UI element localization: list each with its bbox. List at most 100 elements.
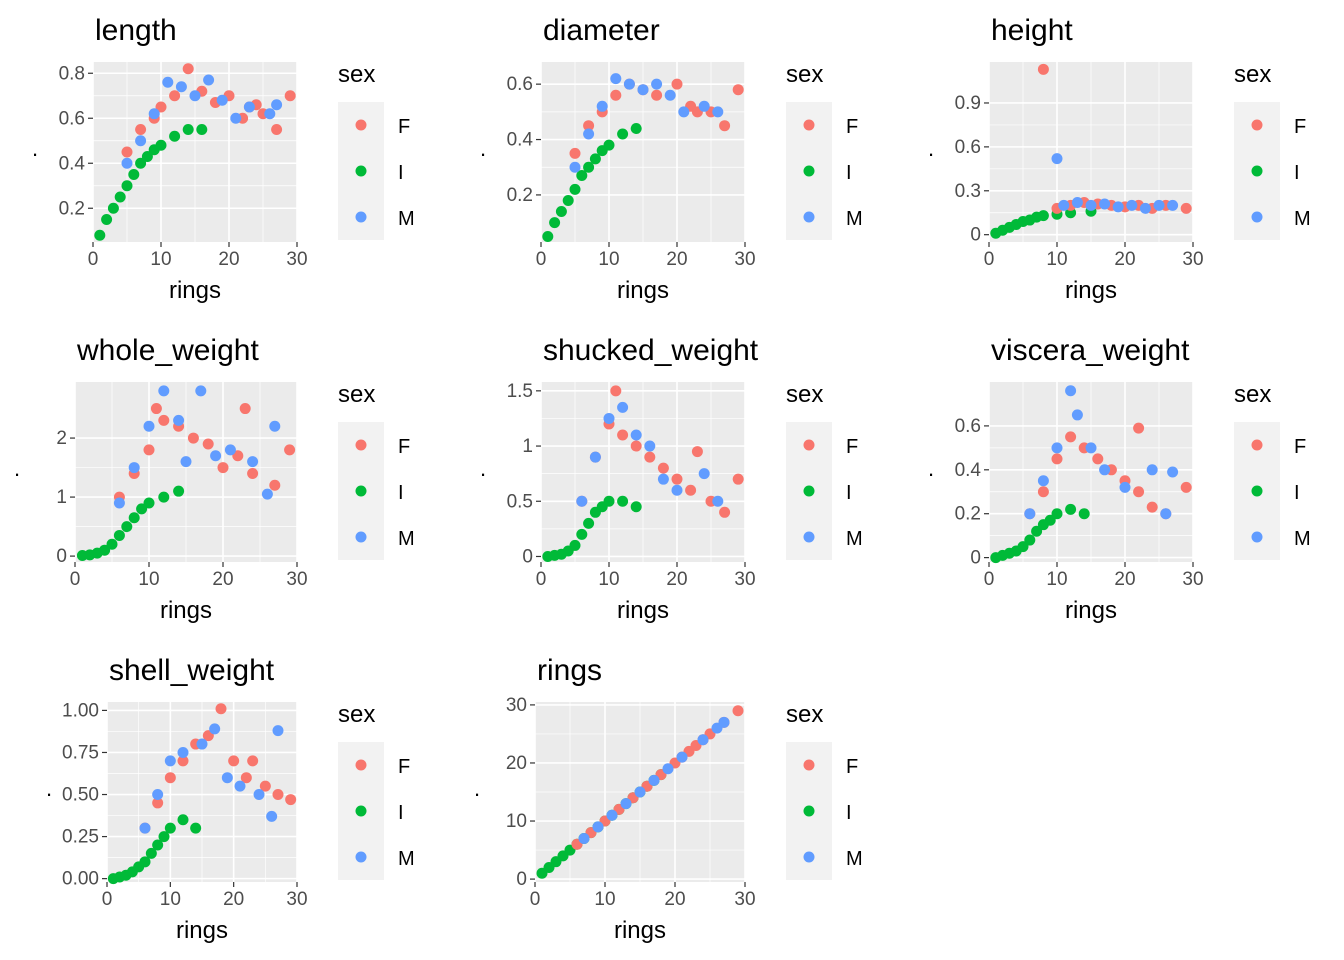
y-axis-label: . [928,136,934,161]
data-point-M [1085,199,1097,211]
data-point-I [583,517,595,529]
data-point-F [1037,63,1049,75]
panel-title: length [95,14,177,47]
data-point-M [623,78,635,90]
legend-title: sex [338,701,375,728]
legend-label-I: I [1294,482,1300,504]
data-point-F [617,429,629,441]
data-point-F [651,89,663,101]
data-point-I [94,229,106,241]
legend-title: sex [786,381,823,408]
y-tick-label: 0.2 [507,185,533,206]
legend-key-I [355,485,367,497]
data-point-M [637,84,649,96]
data-point-M [648,774,660,786]
data-point-I [106,538,118,550]
x-axis-label: rings [169,277,221,304]
data-point-I [617,128,629,140]
x-axis-label: rings [160,597,212,624]
data-point-I [1065,503,1077,515]
y-axis-label: . [32,136,38,161]
legend-key-I [1251,485,1263,497]
x-tick-label: 20 [1114,249,1135,270]
data-point-I [143,497,155,509]
data-point-F [150,403,162,415]
data-point-F [610,89,622,101]
data-point-M [221,772,233,784]
legend-key-I [803,165,815,177]
data-point-F [691,446,703,458]
data-point-M [676,751,688,763]
data-point-F [583,120,595,132]
legend: sex F I M [338,61,415,240]
data-point-M [1024,508,1036,520]
data-point-F [121,146,133,158]
data-point-F [610,385,622,397]
data-point-I [182,124,194,135]
data-point-I [1017,541,1029,553]
panel-height: 0 10 20 30 0 0.3 0.6 0.9 height rings. sex F I M [928,14,1311,304]
data-point-M [1160,508,1172,520]
data-point-I [576,528,588,540]
x-tick-label: 0 [984,249,995,270]
data-point-M [678,106,690,118]
legend-key-F [355,119,367,131]
data-point-M [196,738,208,750]
data-point-M [1139,202,1151,214]
x-tick-label: 10 [1046,569,1067,590]
x-tick-label: 10 [594,889,615,910]
y-tick-label: 0.8 [59,63,85,84]
data-point-M [209,723,221,735]
data-point-F [1133,422,1145,434]
data-point-I [141,151,153,162]
panel-title: height [991,14,1073,47]
data-point-F [569,147,581,159]
data-point-I [169,130,181,142]
legend-label-M: M [398,208,415,230]
data-point-M [576,495,588,507]
data-point-M [121,157,133,169]
x-tick-label: 0 [70,569,81,590]
y-tick-label: 0 [522,546,533,567]
legend-key-F [1251,119,1263,131]
panel-shell-weight: 0 10 20 30 0.00 0.25 0.50 0.75 1.00 shell_weightr… [46,654,415,944]
data-point-M [1065,385,1077,397]
x-tick-label: 10 [160,889,181,910]
legend-label-I: I [846,162,852,184]
data-point-F [1146,501,1158,513]
data-point-M [1167,199,1179,211]
x-tick-label: 10 [138,569,159,590]
data-point-F [239,403,251,415]
data-point-F [158,414,170,426]
data-point-M [266,810,278,822]
legend-label-F: F [1294,116,1306,138]
data-point-M [271,99,283,111]
panel-title: shucked_weight [543,334,759,367]
data-point-F [187,432,199,444]
data-point-M [164,755,176,767]
y-tick-label: 0.5 [507,491,533,512]
data-point-I [589,153,601,165]
data-point-I [164,822,176,834]
legend-label-M: M [398,528,415,550]
data-point-M [644,440,656,452]
data-point-M [203,74,215,86]
panel-length: 0 10 20 30 0.2 0.4 0.6 0.8 length rings. sex F I M [32,14,415,304]
x-tick-label: 10 [1046,249,1067,270]
data-point-M [230,112,242,124]
x-tick-label: 10 [598,249,619,270]
data-point-I [173,485,185,497]
x-tick-label: 0 [984,569,995,590]
legend-key-M [803,851,815,863]
legend-label-I: I [398,162,404,184]
x-tick-label: 30 [286,569,307,590]
data-point-I [569,183,581,195]
x-tick-label: 30 [1182,569,1203,590]
x-tick-label: 20 [218,249,239,270]
data-point-F [164,772,176,784]
data-point-M [1058,199,1070,211]
data-point-I [617,495,629,507]
data-point-M [1085,442,1097,454]
